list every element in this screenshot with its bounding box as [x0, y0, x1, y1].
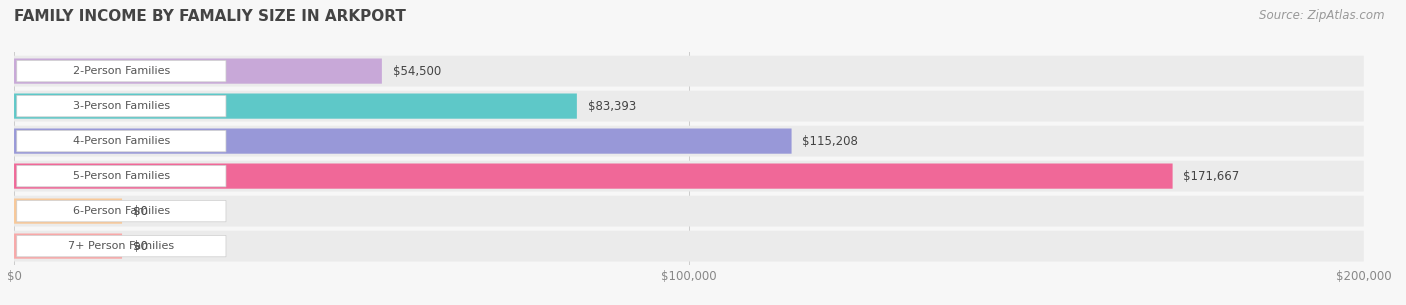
Text: FAMILY INCOME BY FAMALIY SIZE IN ARKPORT: FAMILY INCOME BY FAMALIY SIZE IN ARKPORT: [14, 9, 406, 24]
Text: $54,500: $54,500: [392, 65, 441, 77]
Text: 3-Person Families: 3-Person Families: [73, 101, 170, 111]
FancyBboxPatch shape: [17, 60, 226, 82]
Text: 7+ Person Families: 7+ Person Families: [69, 241, 174, 251]
Text: $0: $0: [132, 205, 148, 217]
FancyBboxPatch shape: [17, 165, 226, 187]
FancyBboxPatch shape: [14, 94, 576, 119]
FancyBboxPatch shape: [14, 56, 1364, 87]
FancyBboxPatch shape: [14, 231, 1364, 261]
Text: Source: ZipAtlas.com: Source: ZipAtlas.com: [1260, 9, 1385, 22]
Text: $171,667: $171,667: [1184, 170, 1240, 183]
FancyBboxPatch shape: [14, 196, 1364, 227]
FancyBboxPatch shape: [14, 163, 1173, 189]
FancyBboxPatch shape: [17, 235, 226, 257]
FancyBboxPatch shape: [14, 199, 122, 224]
Text: 2-Person Families: 2-Person Families: [73, 66, 170, 76]
Text: $83,393: $83,393: [588, 100, 636, 113]
FancyBboxPatch shape: [17, 95, 226, 117]
Text: $0: $0: [132, 240, 148, 253]
FancyBboxPatch shape: [14, 59, 382, 84]
FancyBboxPatch shape: [17, 131, 226, 152]
Text: 6-Person Families: 6-Person Families: [73, 206, 170, 216]
Text: $115,208: $115,208: [803, 135, 858, 148]
Text: 5-Person Families: 5-Person Families: [73, 171, 170, 181]
FancyBboxPatch shape: [14, 91, 1364, 121]
FancyBboxPatch shape: [17, 200, 226, 222]
FancyBboxPatch shape: [14, 234, 122, 259]
FancyBboxPatch shape: [14, 126, 1364, 156]
FancyBboxPatch shape: [14, 128, 792, 154]
Text: 4-Person Families: 4-Person Families: [73, 136, 170, 146]
FancyBboxPatch shape: [14, 161, 1364, 192]
